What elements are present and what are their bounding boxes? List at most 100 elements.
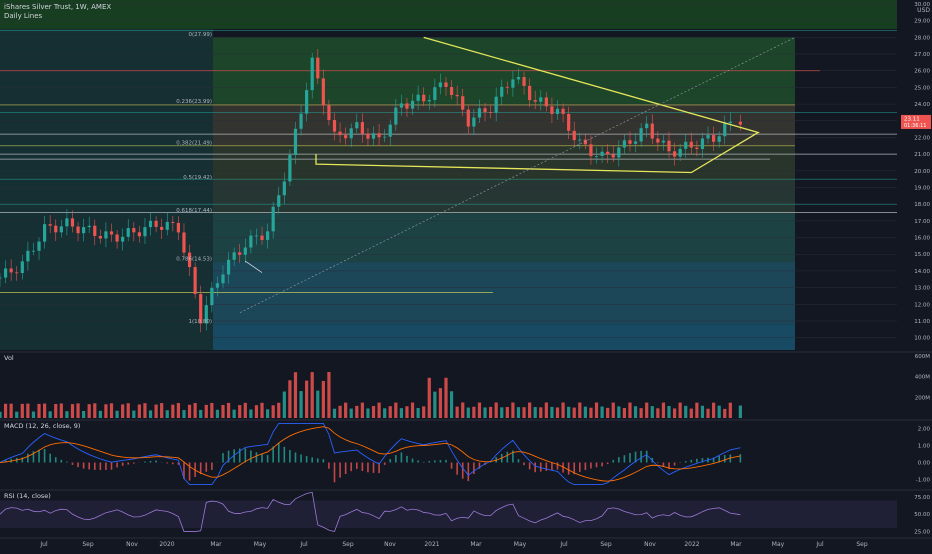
volume-bar xyxy=(166,410,169,418)
volume-bar xyxy=(88,404,91,418)
indicator-title: Daily Lines xyxy=(4,12,42,20)
candle-body xyxy=(88,226,91,227)
macd-histogram-bar xyxy=(38,450,40,463)
candle-body xyxy=(723,123,726,136)
volume-bar xyxy=(456,407,459,418)
macd-histogram-bar xyxy=(629,453,631,463)
candle-body xyxy=(166,222,169,230)
volume-bar xyxy=(138,404,141,418)
fib-label: 0.618(17.44) xyxy=(176,208,212,214)
volume-bar xyxy=(26,404,29,418)
volume-bar xyxy=(143,403,146,418)
macd-histogram-bar xyxy=(473,463,475,475)
candle-body xyxy=(628,140,631,144)
candle-body xyxy=(99,236,102,239)
candle-body xyxy=(355,122,358,128)
time-tick: Nov xyxy=(126,541,138,548)
price-tick: 22.00 xyxy=(914,135,930,141)
macd-histogram-bar xyxy=(456,463,458,475)
candle-body xyxy=(612,154,615,157)
volume-bar xyxy=(550,407,553,418)
volume-bar xyxy=(333,409,336,418)
volume-bar xyxy=(249,409,252,418)
macd-histogram-bar xyxy=(295,452,297,462)
band-bottom xyxy=(213,324,795,350)
candle-body xyxy=(567,114,570,131)
volume-bar xyxy=(589,408,592,418)
symbol-title: iShares Silver Trust, 1W, AMEX xyxy=(4,3,111,11)
volume-bar xyxy=(601,407,604,418)
volume-bar xyxy=(188,405,191,418)
volume-bar xyxy=(595,403,598,418)
candle-body xyxy=(573,131,576,140)
candle-body xyxy=(221,275,224,284)
volume-bar xyxy=(199,410,202,418)
macd-histogram-bar xyxy=(350,463,352,472)
time-tick: May xyxy=(254,541,267,548)
volume-bar xyxy=(266,409,269,418)
candle-body xyxy=(389,125,392,137)
macd-histogram-bar xyxy=(144,462,146,463)
candle-body xyxy=(712,135,715,142)
macd-histogram-bar xyxy=(250,451,252,463)
volume-bar xyxy=(617,406,620,418)
candle-body xyxy=(327,105,330,120)
volume-bar xyxy=(322,381,325,418)
macd-tick: 1.00 xyxy=(918,444,931,450)
macd-histogram-bar xyxy=(362,463,364,471)
price-tick: 14.00 xyxy=(914,269,930,275)
candle-body xyxy=(305,90,308,114)
volume-bar xyxy=(573,408,576,418)
candle-body xyxy=(378,133,381,137)
volume-bar xyxy=(450,391,453,418)
macd-histogram-bar xyxy=(83,463,85,469)
price-tick: 12.00 xyxy=(914,302,930,308)
macd-histogram-bar xyxy=(417,460,419,462)
macd-histogram-bar xyxy=(596,463,598,468)
volume-bar xyxy=(115,411,118,418)
macd-histogram-bar xyxy=(579,463,581,472)
macd-histogram-bar xyxy=(88,463,90,470)
volume-bar xyxy=(394,403,397,418)
volume-bar xyxy=(673,408,676,418)
time-tick: May xyxy=(772,541,785,548)
macd-histogram-bar xyxy=(61,460,63,463)
volume-bar xyxy=(645,403,648,418)
volume-bar xyxy=(288,380,291,418)
macd-histogram-bar xyxy=(462,463,464,479)
time-tick: Jul xyxy=(39,541,48,548)
candle-body xyxy=(194,267,197,294)
volume-bar xyxy=(283,392,286,418)
macd-histogram-bar xyxy=(49,454,51,463)
candle-body xyxy=(718,136,721,142)
volume-bar xyxy=(712,403,715,418)
macd-histogram-bar xyxy=(412,459,414,463)
candle-body xyxy=(561,109,564,114)
volume-bar xyxy=(701,406,704,418)
candle-body xyxy=(344,135,347,138)
volume-bar xyxy=(684,406,687,418)
volume-bar xyxy=(366,408,369,418)
volume-bar xyxy=(60,403,63,418)
macd-histogram-bar xyxy=(27,454,29,463)
volume-bar xyxy=(472,407,475,418)
candle-body xyxy=(21,261,24,273)
candle-body xyxy=(294,129,297,155)
price-tick: 15.00 xyxy=(914,252,930,258)
macd-histogram-bar xyxy=(222,453,224,462)
candle-body xyxy=(333,120,336,132)
macd-histogram-bar xyxy=(127,463,129,465)
candle-body xyxy=(372,133,375,138)
volume-bar xyxy=(378,403,381,418)
macd-histogram-bar xyxy=(267,455,269,462)
candle-body xyxy=(316,58,319,79)
rsi-label: RSI (14, close) xyxy=(4,492,51,500)
candle-body xyxy=(93,226,96,236)
macd-histogram-bar xyxy=(284,447,286,463)
volume-bar xyxy=(723,409,726,418)
rsi-tick: 50.00 xyxy=(914,512,930,518)
time-tick: Jul xyxy=(815,541,824,548)
macd-histogram-bar xyxy=(323,459,325,462)
